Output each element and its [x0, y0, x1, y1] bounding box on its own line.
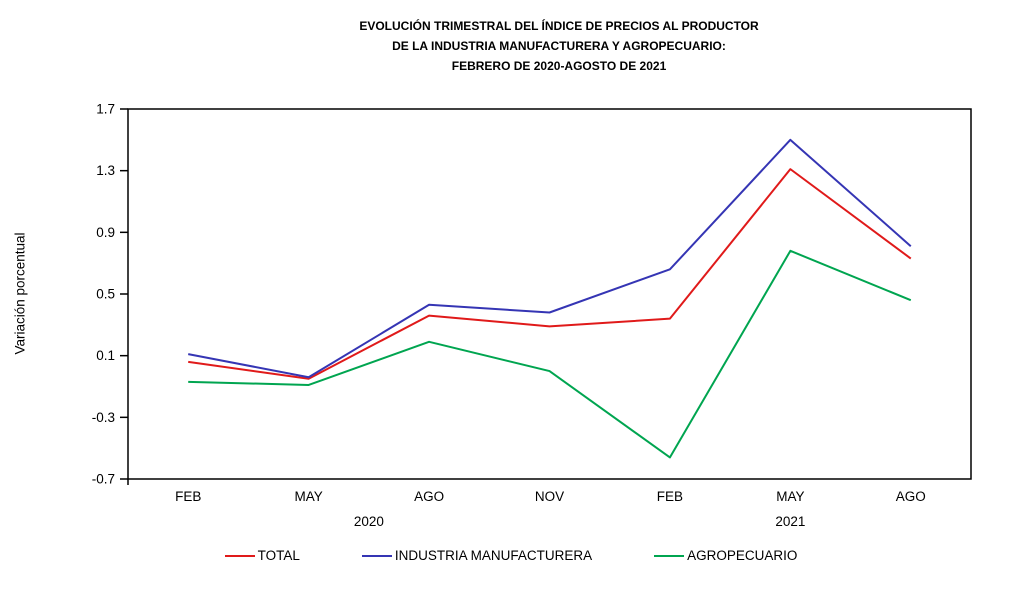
- x-year-label: 2020: [354, 514, 384, 529]
- legend-swatch: [224, 554, 255, 557]
- legend-swatch: [654, 554, 685, 557]
- y-tick-label: 0.5: [96, 287, 115, 302]
- y-tick-label: -0.7: [92, 472, 115, 487]
- legend-label: INDUSTRIA MANUFACTURERA: [394, 548, 593, 563]
- y-tick-label: 1.7: [96, 102, 115, 117]
- y-tick-label: 0.1: [96, 348, 115, 363]
- x-tick-label: FEB: [175, 489, 201, 504]
- legend-swatch: [361, 554, 392, 557]
- x-tick-label: AGO: [414, 489, 444, 504]
- legend-label: AGROPECUARIO: [687, 548, 798, 563]
- chart-title-line-2: DE LA INDUSTRIA MANUFACTURERA Y AGROPECU…: [392, 39, 726, 53]
- x-tick-label: MAY: [295, 489, 323, 504]
- x-tick-label: FEB: [657, 489, 683, 504]
- chart-title-line-3: FEBRERO DE 2020-AGOSTO DE 2021: [451, 59, 667, 73]
- chart-title-line-1: EVOLUCIÓN TRIMESTRAL DEL ÍNDICE DE PRECI…: [359, 19, 759, 33]
- chart-title: EVOLUCIÓN TRIMESTRAL DEL ÍNDICE DE PRECI…: [96, 16, 1022, 76]
- legend-label: TOTAL: [257, 548, 300, 563]
- legend-item-agropecuario: AGROPECUARIO: [654, 548, 797, 563]
- legend: TOTAL INDUSTRIA MANUFACTURERA AGROPECUARIO: [0, 548, 1022, 563]
- legend-item-industria-manufacturera: INDUSTRIA MANUFACTURERA: [361, 548, 593, 563]
- legend-item-total: TOTAL: [224, 548, 300, 563]
- x-tick-label: AGO: [896, 489, 926, 504]
- series-line-agropecuario: [188, 249, 912, 459]
- plot-border: [127, 108, 972, 480]
- y-tick-label: -0.3: [92, 410, 115, 425]
- x-year-label: 2021: [775, 514, 805, 529]
- series-line-total: [188, 168, 912, 380]
- y-tick-label: 1.3: [96, 163, 115, 178]
- x-tick-label: MAY: [776, 489, 804, 504]
- y-tick-label: 0.9: [96, 225, 115, 240]
- series-line-industria-manufacturera: [188, 138, 912, 379]
- x-tick-label: NOV: [535, 489, 564, 504]
